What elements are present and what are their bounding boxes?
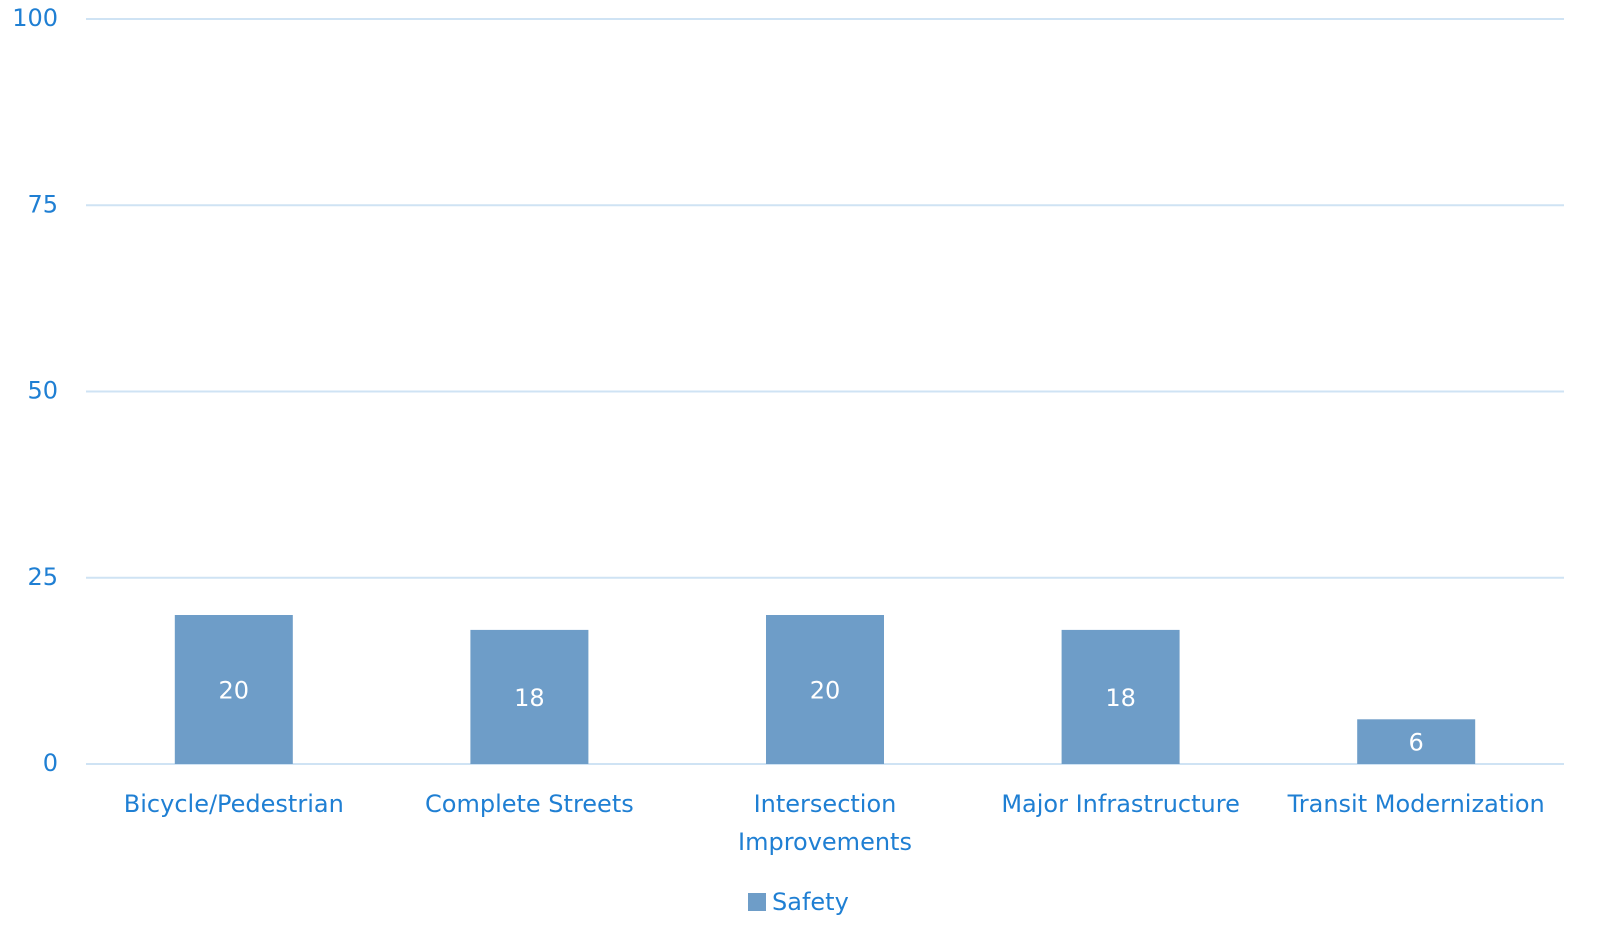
y-tick-label: 100: [12, 4, 58, 32]
data-label: 20: [810, 677, 841, 705]
data-label: 18: [1105, 684, 1136, 712]
x-tick-label: Complete Streets: [425, 790, 634, 818]
data-label: 18: [514, 684, 545, 712]
bar: [174, 615, 293, 764]
x-tick-label: Major Infrastructure: [1001, 790, 1240, 818]
data-label: 20: [219, 677, 250, 705]
y-tick-label: 75: [27, 190, 58, 218]
x-tick-label: Transit Modernization: [1287, 790, 1545, 818]
y-tick-label: 50: [27, 377, 58, 405]
bar: [1061, 629, 1180, 764]
x-tick-label: Intersection Improvements: [738, 790, 912, 856]
bar: [766, 615, 884, 764]
data-label: 6: [1409, 729, 1424, 757]
bar: [1357, 719, 1476, 764]
bar: [470, 629, 589, 764]
legend-swatch: [748, 893, 766, 911]
x-tick-label: Bicycle/Pedestrian: [123, 790, 344, 818]
legend-label: Safety: [772, 888, 849, 916]
y-tick-label: 25: [27, 563, 58, 591]
y-tick-label: 0: [43, 749, 58, 777]
